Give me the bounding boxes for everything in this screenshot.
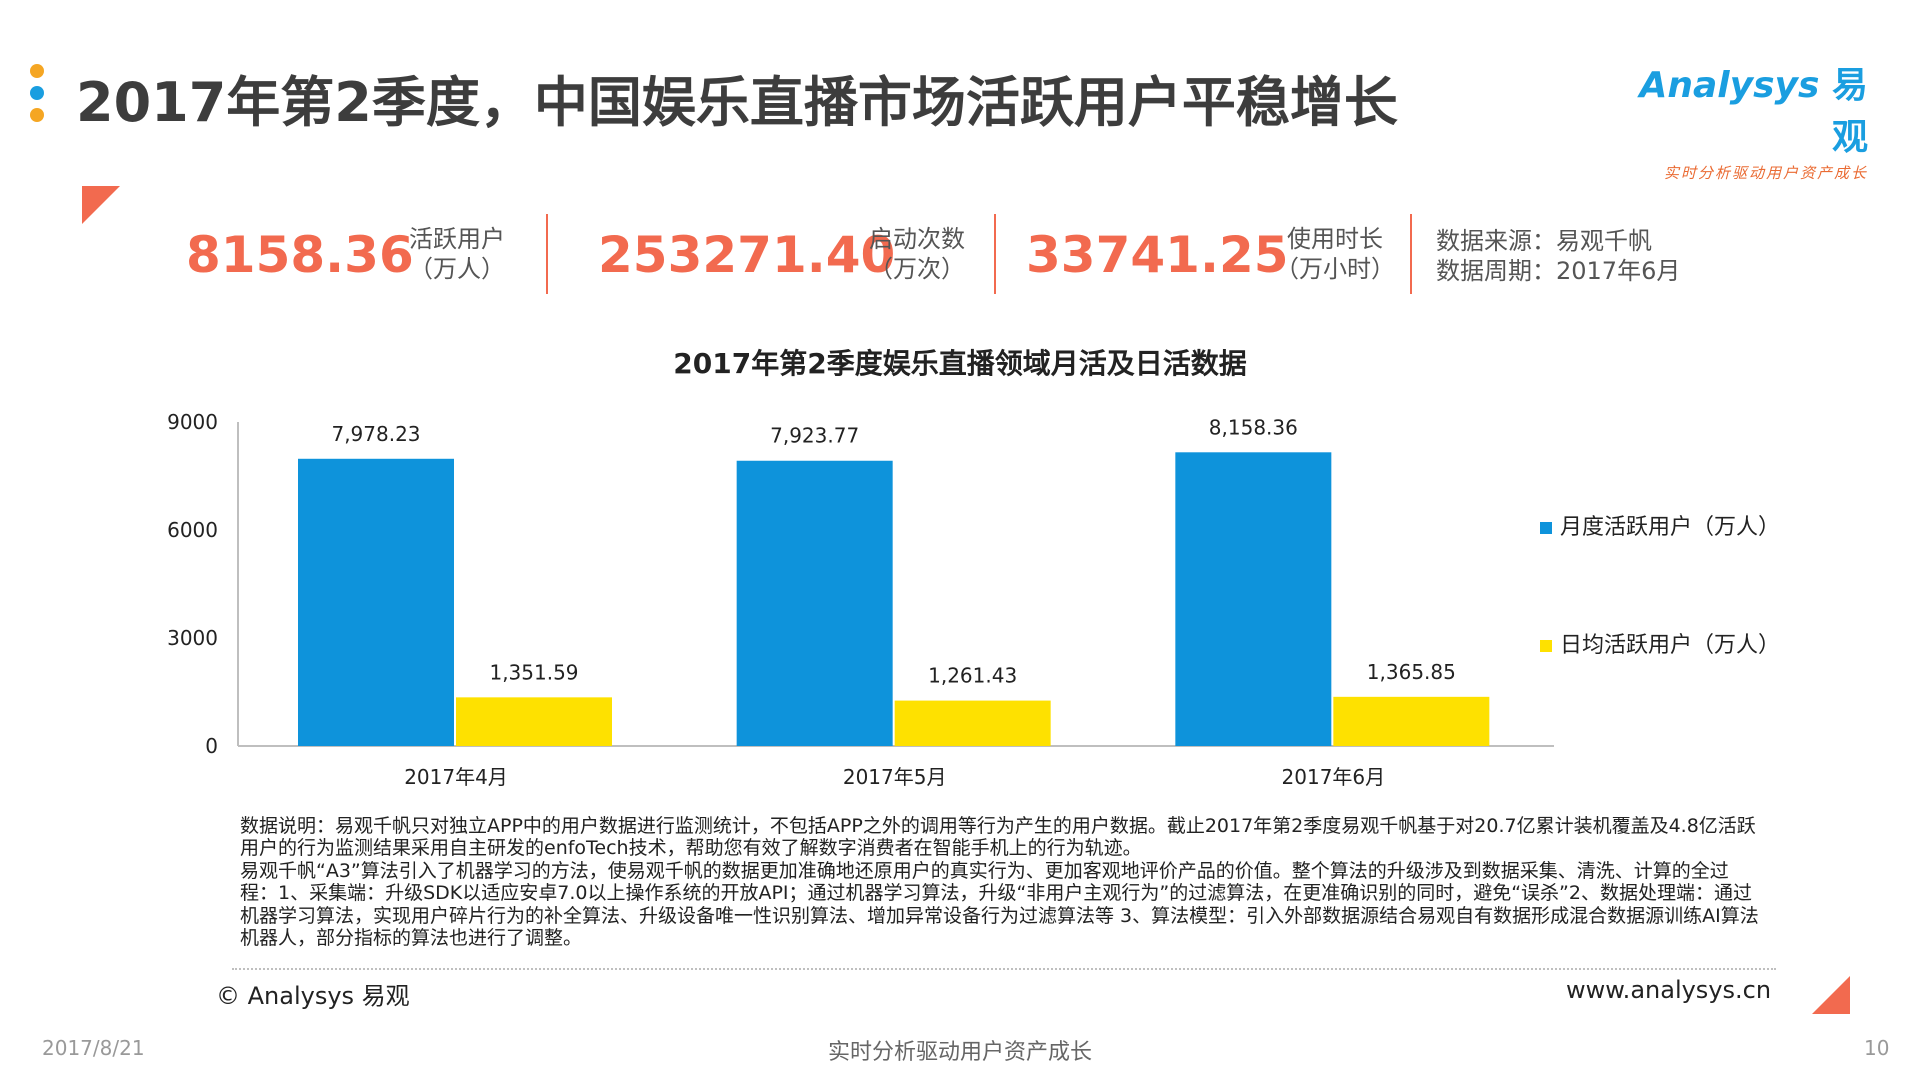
kpi-separator bbox=[994, 214, 996, 294]
data-label: 7,978.23 bbox=[331, 422, 420, 446]
kpi-separator bbox=[1410, 214, 1412, 294]
legend-swatch bbox=[1540, 522, 1552, 534]
bullet-dot bbox=[30, 108, 44, 122]
kpi-label: 活跃用户 （万人） bbox=[409, 225, 505, 283]
x-tick-label: 2017年6月 bbox=[1282, 765, 1386, 789]
footer-slogan: 实时分析驱动用户资产成长 bbox=[827, 1040, 1092, 1065]
corner-triangle-decoration bbox=[1812, 976, 1850, 1014]
analysys-logo: Analysys 易观 实时分析驱动用户资产成长 bbox=[1628, 56, 1868, 183]
data-label: 7,923.77 bbox=[770, 424, 859, 448]
logo-name-cn: 易观 bbox=[1831, 65, 1868, 158]
bar-daily bbox=[456, 697, 612, 746]
data-notes: 数据说明：易观千帆只对独立APP中的用户数据进行监测统计，不包括APP之外的调用… bbox=[240, 815, 1760, 949]
data-source: 数据来源：易观千帆 数据周期：2017年6月 bbox=[1436, 226, 1680, 286]
logo-name: Analysys bbox=[1639, 65, 1820, 106]
bullet-dot bbox=[30, 64, 44, 78]
bar-chart: 0 3000 6000 9000 7,978.23 1,351.59 2017年4月 7,92… bbox=[167, 410, 1780, 789]
data-label: 1,351.59 bbox=[489, 660, 578, 684]
bullet-dot bbox=[30, 86, 44, 100]
legend-swatch bbox=[1540, 640, 1552, 652]
kpi-label: 启动次数 （万次） bbox=[869, 225, 965, 283]
page-title: 2017年第2季度，中国娱乐直播市场活跃用户平稳增长 bbox=[76, 71, 1398, 134]
kpi-value: 253271.40 bbox=[598, 226, 896, 284]
data-source-line: 数据来源：易观千帆 bbox=[1436, 227, 1652, 255]
data-period-line: 数据周期：2017年6月 bbox=[1436, 257, 1681, 285]
bar-daily bbox=[894, 700, 1051, 746]
kpi-separator bbox=[546, 214, 548, 294]
legend-label: 月度活跃用户（万人） bbox=[1560, 515, 1780, 540]
y-tick-label: 9000 bbox=[167, 410, 218, 434]
kpi-value: 8158.36 bbox=[186, 226, 414, 284]
notes-divider bbox=[232, 968, 1776, 970]
y-tick-label: 0 bbox=[205, 734, 218, 758]
kpi-label: 使用时长 （万小时） bbox=[1275, 225, 1395, 283]
bar-daily bbox=[1333, 696, 1490, 746]
x-tick-label: 2017年5月 bbox=[843, 765, 947, 789]
data-label: 1,365.85 bbox=[1367, 660, 1456, 684]
bar-monthly bbox=[1175, 452, 1332, 746]
notes-paragraph: 易观千帆“A3”算法引入了机器学习的方法，使易观千帆的数据更加准确地还原用户的真… bbox=[240, 859, 1759, 950]
legend-label: 日均活跃用户（万人） bbox=[1560, 633, 1780, 658]
data-label: 8,158.36 bbox=[1209, 415, 1298, 439]
kpi-value: 33741.25 bbox=[1026, 226, 1289, 284]
chart-title: 2017年第2季度娱乐直播领域月活及日活数据 bbox=[673, 347, 1247, 380]
notes-text: 数据说明：易观千帆只对独立APP中的用户数据进行监测统计，不包括APP之外的调用… bbox=[240, 815, 1760, 949]
footer-date: 2017/8/21 bbox=[42, 1036, 145, 1060]
data-label: 1,261.43 bbox=[928, 664, 1017, 688]
corner-triangle-decoration bbox=[82, 186, 120, 224]
page-number: 10 bbox=[1864, 1036, 1890, 1060]
copyright: © Analysys 易观 bbox=[216, 982, 410, 1010]
x-tick-label: 2017年4月 bbox=[404, 765, 508, 789]
bar-monthly bbox=[736, 460, 893, 746]
notes-paragraph: 数据说明：易观千帆只对独立APP中的用户数据进行监测统计，不包括APP之外的调用… bbox=[240, 815, 1756, 860]
y-tick-label: 3000 bbox=[167, 626, 218, 650]
y-tick-label: 6000 bbox=[167, 518, 218, 542]
website-link[interactable]: www.analysys.cn bbox=[1566, 976, 1772, 1004]
bar-monthly bbox=[298, 458, 454, 746]
logo-slogan: 实时分析驱动用户资产成长 bbox=[1663, 164, 1868, 182]
title-bullet-dots bbox=[30, 64, 46, 130]
